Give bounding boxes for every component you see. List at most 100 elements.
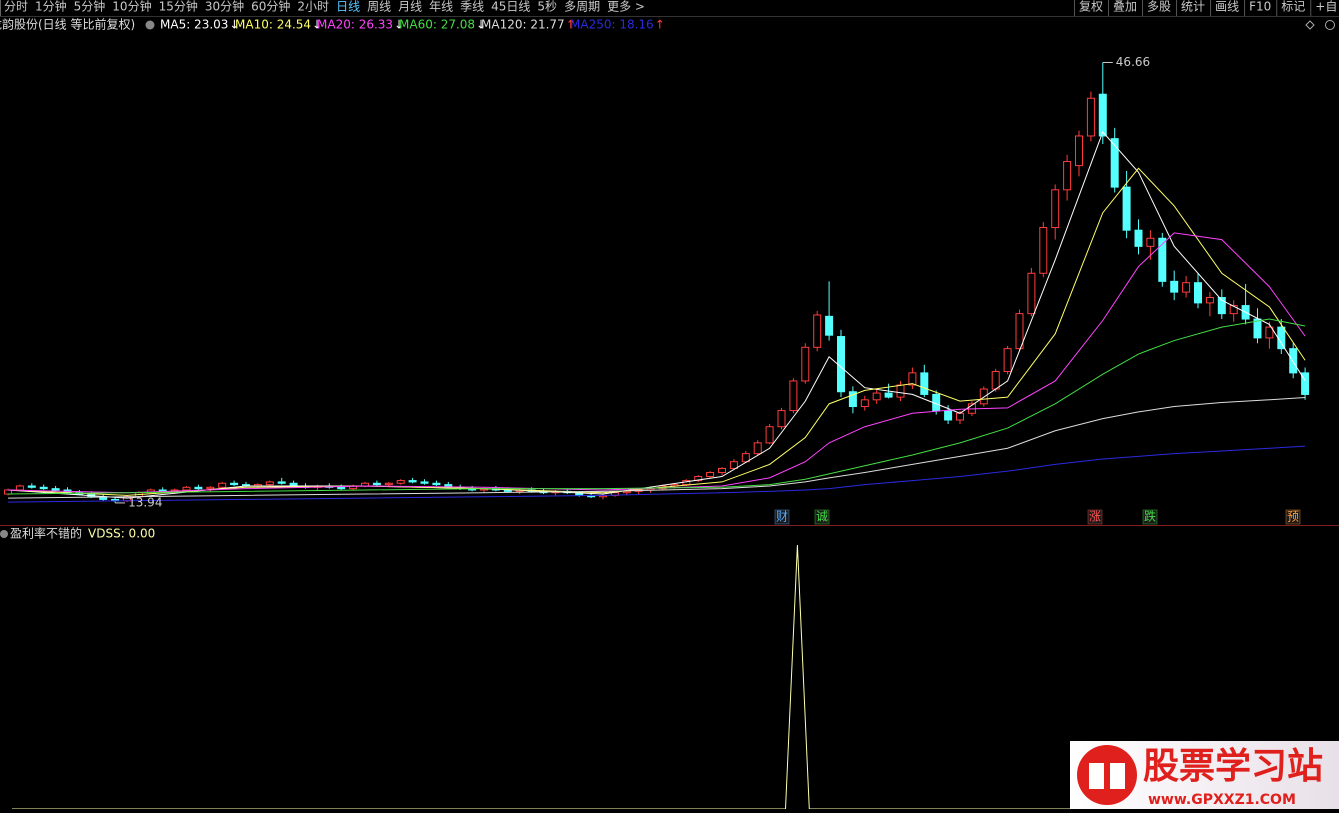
toolbar-button[interactable]: 画线 (1215, 0, 1239, 14)
event-marker-bg[interactable] (1142, 509, 1158, 525)
candle-body (182, 486, 191, 491)
watermark-url: www.GPXXZ1.COM (1148, 792, 1296, 808)
legend-label: MA60: 27.08 (399, 18, 475, 32)
candle-body (1194, 282, 1202, 304)
toolbar-button[interactable]: F10 (1249, 0, 1271, 14)
candle-body (1039, 227, 1048, 274)
legend-label: MA250: 18.16 (570, 18, 654, 32)
candle-body (277, 481, 286, 484)
candle-body (825, 315, 834, 336)
candle-body (848, 391, 857, 408)
candle-body (753, 442, 762, 455)
toolbar-button[interactable]: 日线 (336, 0, 360, 14)
legend-arrow: ↓ (476, 18, 486, 32)
candle-body (39, 486, 48, 490)
toolbar-button[interactable]: 30分钟 (205, 0, 244, 14)
candle-body (706, 472, 715, 478)
candle-body (206, 486, 215, 490)
candle-body (1229, 305, 1238, 315)
candle-body (729, 461, 738, 469)
candle-body (789, 380, 798, 412)
candle-body (956, 412, 964, 421)
toolbar-button[interactable]: 复权 (1079, 0, 1103, 14)
event-marker-bg[interactable] (774, 509, 790, 525)
toolbar-button[interactable]: 标记 (1281, 0, 1305, 14)
add-icon[interactable] (1325, 20, 1335, 30)
legend-icon (0, 530, 8, 538)
candle-body (337, 486, 346, 490)
candle-body (27, 485, 36, 488)
legend-label: MA10: 24.54 (235, 18, 311, 32)
event-marker-bg[interactable] (1087, 509, 1103, 525)
candle-body (884, 392, 893, 398)
candle-body (1134, 229, 1143, 247)
candle-body (265, 481, 274, 486)
candle-body (837, 336, 845, 393)
logo-book (1089, 763, 1125, 789)
toolbar-button[interactable]: 15分钟 (159, 0, 198, 14)
candle-body (622, 490, 631, 494)
candle-body (920, 372, 929, 395)
toolbar-button[interactable]: +自 (1315, 0, 1337, 14)
toolbar-button[interactable]: 统计 (1181, 0, 1205, 14)
candle-body (384, 482, 393, 486)
event-marker-bg[interactable] (1285, 509, 1301, 525)
candle-body (1217, 297, 1226, 315)
toolbar-button[interactable]: 2小时 (297, 0, 329, 14)
toolbar-button[interactable]: 分时 (4, 0, 28, 14)
toolbar-button[interactable]: 周线 (367, 0, 391, 14)
toolbar-button[interactable]: 年线 (429, 0, 453, 14)
legend-arrow: ↓ (229, 18, 239, 32)
legend-arrow: ↑ (566, 18, 576, 32)
toolbar-button[interactable]: 60分钟 (251, 0, 290, 14)
toolbar-button[interactable]: 5分钟 (74, 0, 106, 14)
candle-body (432, 482, 441, 486)
toolbar-button[interactable]: 5秒 (537, 0, 557, 14)
toolbar-button[interactable]: 多周期 (564, 0, 600, 14)
legend-label: MA120: 21.77 (481, 18, 565, 32)
toolbar-button[interactable]: 45日线 (491, 0, 530, 14)
candle-body (694, 476, 703, 482)
toolbar-button[interactable]: 更多 > (607, 0, 645, 14)
candle-body (1265, 326, 1274, 339)
legend-arrow: ↓ (312, 18, 322, 32)
candle-body (420, 481, 429, 484)
candle-body (1027, 272, 1036, 315)
candle-body (396, 480, 405, 484)
candle-body (896, 384, 905, 398)
candle-body (1170, 280, 1179, 293)
ma-line (7, 397, 1306, 499)
toolbar-button[interactable]: 叠加 (1113, 0, 1137, 14)
candle-body (1253, 318, 1262, 339)
toolbar-button[interactable]: 10分钟 (112, 0, 151, 14)
toolbar-button[interactable]: 1分钟 (35, 0, 67, 14)
candle-body (860, 399, 869, 408)
toolbar-button[interactable]: 多股 (1147, 0, 1171, 14)
legend-arrow: ↑ (655, 18, 665, 32)
legend-label: VDSS: 0.00 (88, 527, 155, 541)
diamond-icon[interactable] (1305, 20, 1315, 30)
event-marker[interactable]: 涨 (1089, 509, 1101, 524)
candle-body (1277, 326, 1286, 350)
candle-body (991, 371, 1000, 390)
legend-icon (145, 20, 155, 30)
legend-arrow: ↓ (394, 18, 404, 32)
event-marker[interactable]: 预 (1287, 510, 1299, 524)
toolbar-button[interactable]: 季线 (460, 0, 484, 14)
candle-body (872, 392, 881, 401)
event-marker-bg[interactable] (814, 509, 830, 525)
event-marker[interactable]: 财 (776, 510, 788, 524)
candle-body (218, 482, 227, 488)
candle-body (1098, 93, 1107, 137)
toolbar-button[interactable]: 月线 (398, 0, 422, 14)
candle-body (230, 482, 239, 486)
legend-label: MA5: 23.03 (160, 18, 228, 32)
event-marker[interactable]: 诚 (816, 510, 828, 524)
event-marker[interactable]: 跌 (1144, 509, 1156, 524)
candle-body (813, 314, 822, 348)
candle-body (1158, 237, 1167, 282)
candle-body (1146, 237, 1155, 247)
low-label: 13.94 (128, 495, 162, 509)
